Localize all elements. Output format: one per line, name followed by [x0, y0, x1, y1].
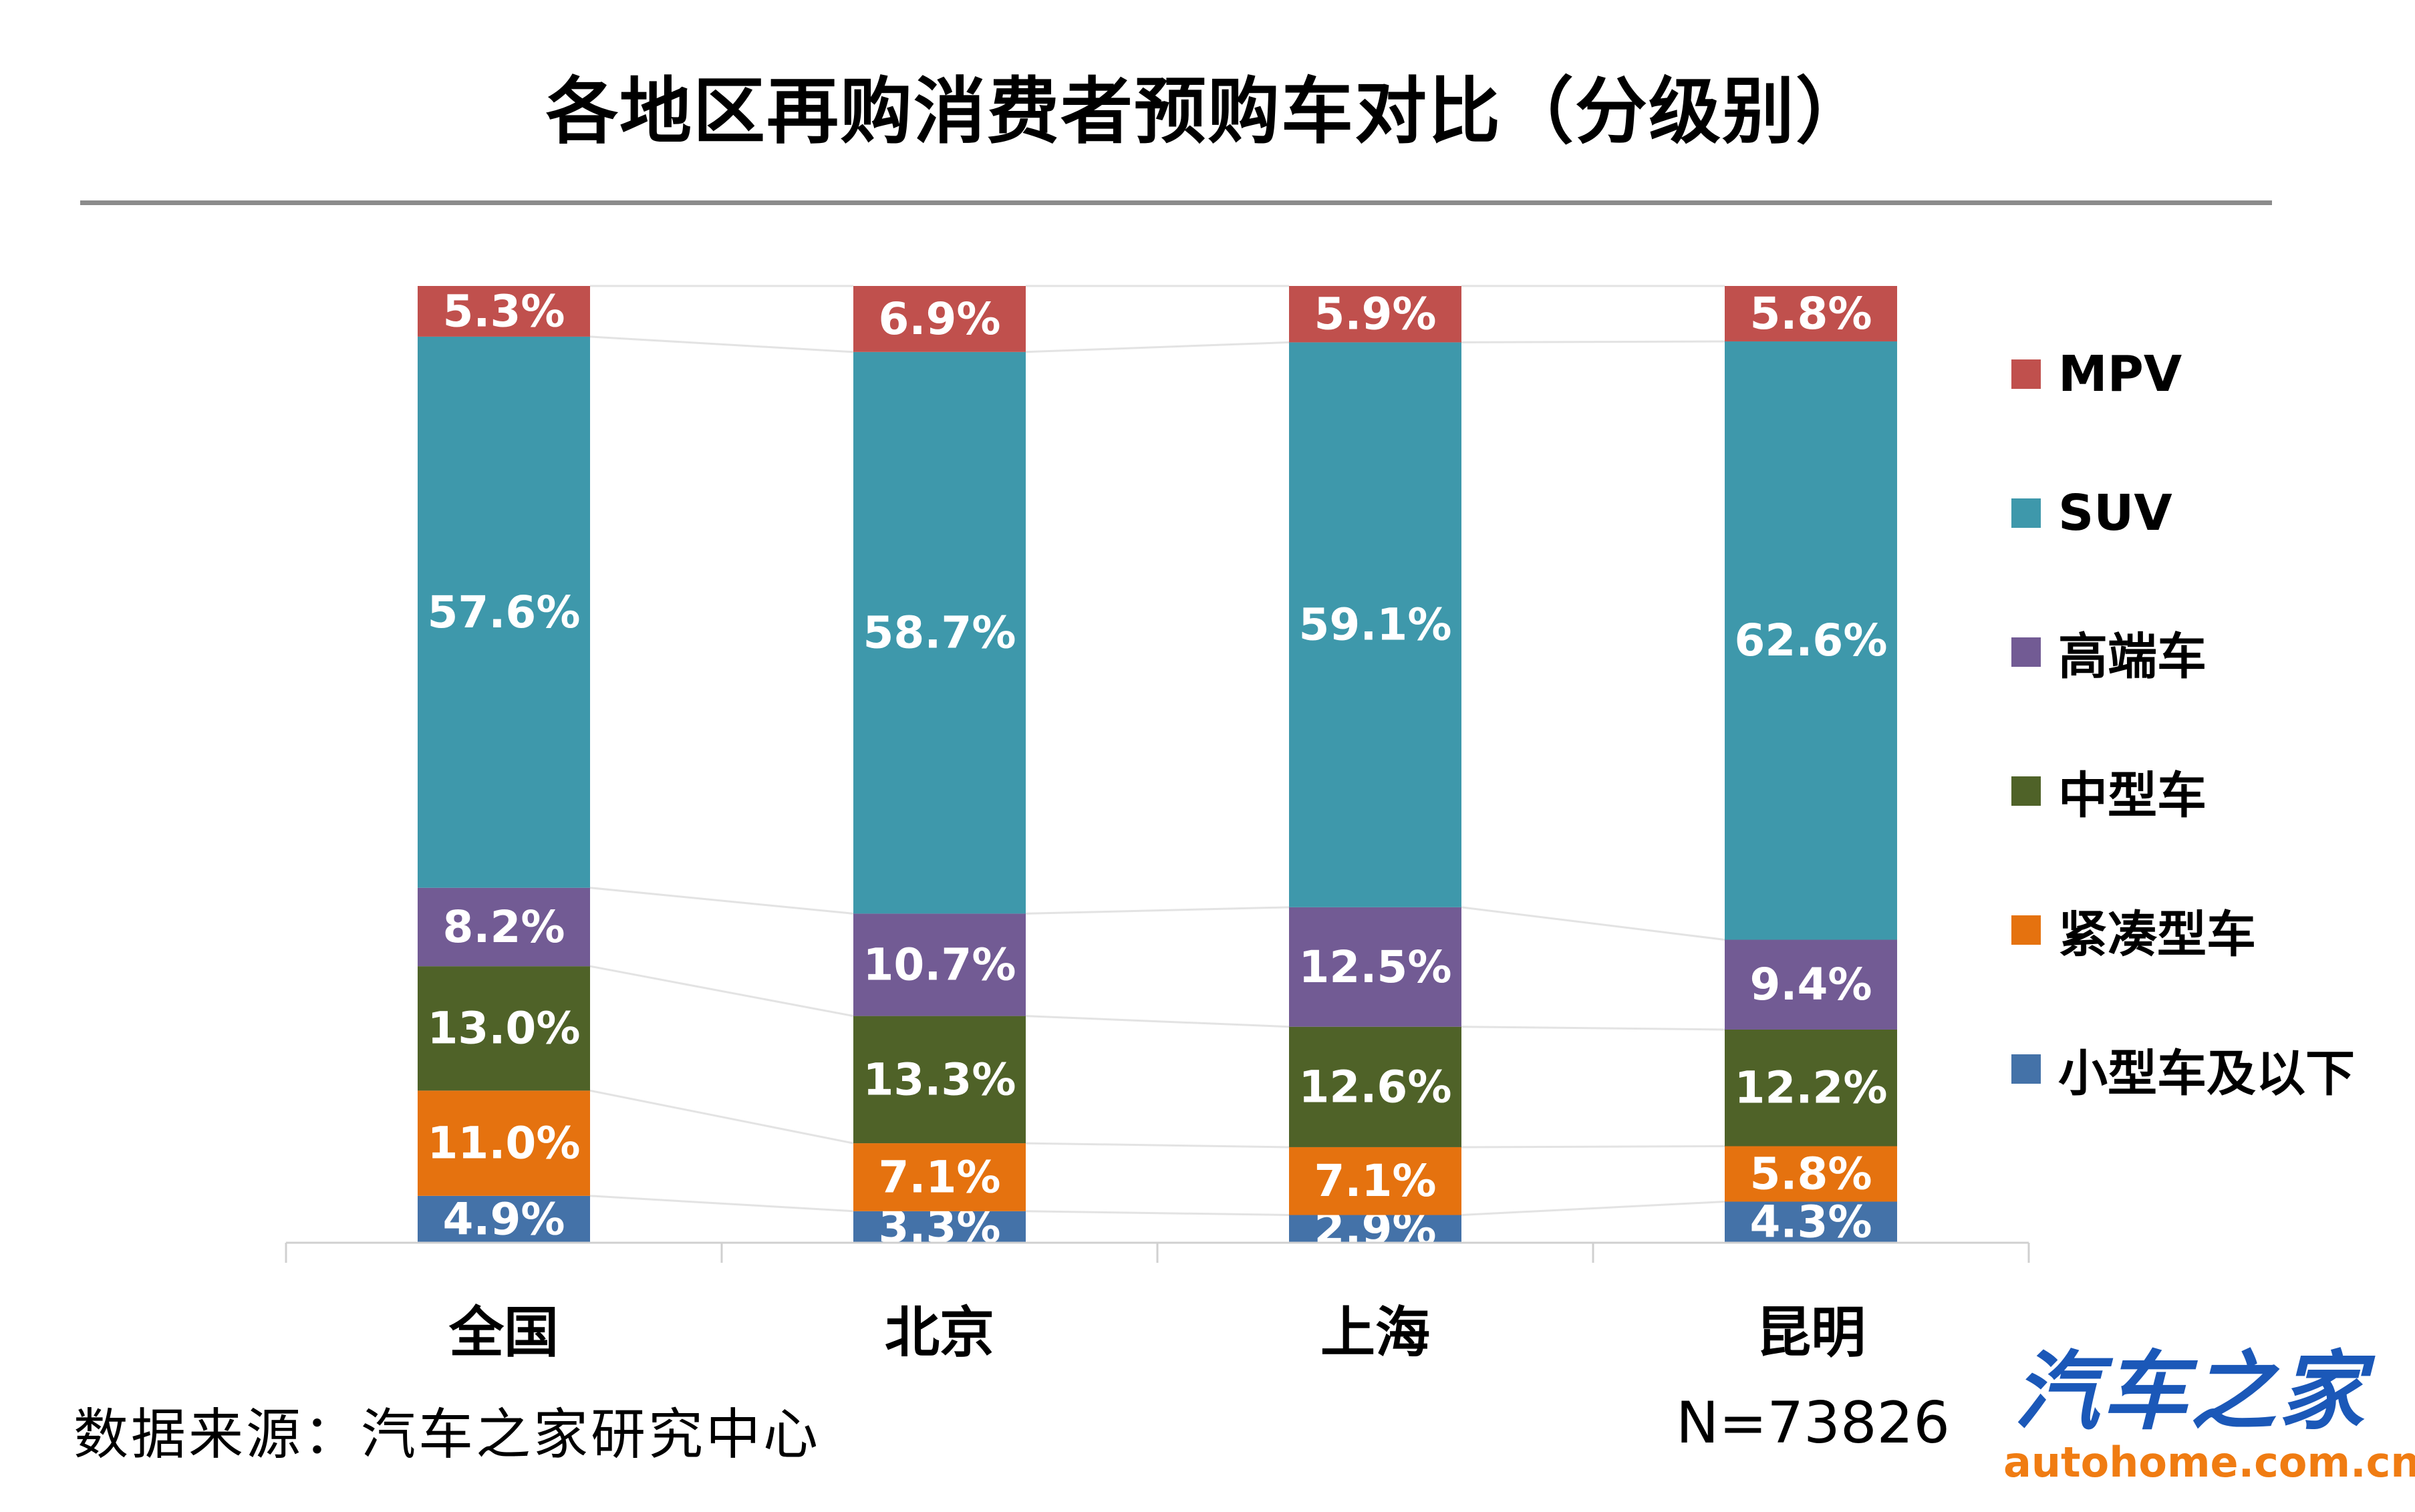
series-line-2-1: [589, 1089, 854, 1145]
bar-segment-6-3: [1289, 286, 1461, 343]
legend-swatch: [2011, 915, 2041, 945]
data-label: 5.8%: [1749, 288, 1872, 339]
legend-swatch: [2011, 1054, 2041, 1084]
legend-item: 高端车: [2011, 612, 2207, 692]
data-label: 11.0%: [428, 1118, 581, 1169]
bar-segment-3-3: [1289, 1026, 1461, 1147]
category-label: 北京: [885, 1302, 994, 1365]
bar-segment-1-1: [418, 1195, 590, 1243]
data-label: 13.3%: [863, 1054, 1016, 1105]
logo-url-text: autohome.com.cn: [2003, 1438, 2415, 1487]
data-label: 8.2%: [442, 901, 565, 953]
data-label: 12.2%: [1735, 1062, 1888, 1114]
bar-segment-1-4: [1725, 1201, 1897, 1243]
autohome-logo: 汽车之家 autohome.com.cn: [2003, 1342, 2415, 1487]
bar-segment-4-4: [1725, 939, 1897, 1030]
bar-segment-3-4: [1725, 1029, 1897, 1147]
data-label: 58.7%: [863, 607, 1016, 659]
category-label: 全国: [448, 1302, 559, 1365]
series-line-3-3: [1461, 1026, 1725, 1031]
data-label: 12.6%: [1299, 1061, 1452, 1112]
data-label: 4.9%: [442, 1193, 565, 1245]
data-label: 5.3%: [442, 285, 565, 337]
data-label: 59.1%: [1299, 599, 1452, 651]
series-line-4-3: [1461, 906, 1725, 941]
legend-item: 中型车: [2011, 751, 2207, 831]
legend-swatch: [2011, 498, 2041, 528]
series-line-3-1: [589, 965, 854, 1018]
data-label: 5.9%: [1314, 289, 1436, 340]
legend-label: 小型车及以下: [2058, 1044, 2355, 1102]
legend-item: 紧凑型车: [2011, 890, 2256, 970]
bar-segment-2-1: [418, 1090, 590, 1196]
bar-segment-5-1: [418, 336, 590, 888]
series-line-1-1: [589, 1195, 854, 1213]
series-line-1-2: [1025, 1210, 1290, 1217]
series-line-2-2: [1025, 1142, 1290, 1149]
data-label: 62.6%: [1735, 615, 1888, 666]
bar-segment-2-2: [853, 1143, 1026, 1211]
legend-label: 紧凑型车: [2058, 905, 2256, 963]
bar-segment-6-2: [853, 286, 1026, 352]
series-line-5-3: [1461, 340, 1725, 343]
bar-segment-4-1: [418, 887, 590, 967]
series-line-5-2: [1025, 341, 1290, 353]
bar-segment-6-4: [1725, 286, 1897, 341]
bar-segment-6-1: [418, 286, 590, 337]
legend-swatch: [2011, 637, 2041, 667]
bar-segment-5-4: [1725, 341, 1897, 940]
bar-segment-2-4: [1725, 1146, 1897, 1202]
series-line-4-2: [1025, 906, 1290, 915]
data-label: 7.1%: [1314, 1155, 1436, 1207]
bar-segment-5-3: [1289, 342, 1461, 907]
data-source: 数据来源：汽车之家研究中心: [74, 1403, 821, 1467]
legend-item: MPV: [2011, 334, 2182, 414]
chart-title: 各地区再购消费者预购车对比（分级别）: [545, 70, 1869, 154]
data-label: 10.7%: [863, 939, 1016, 991]
legend-swatch: [2011, 776, 2041, 806]
data-label: 13.0%: [428, 1003, 581, 1054]
legend-label: MPV: [2058, 345, 2182, 403]
series-line-3-2: [1025, 1015, 1290, 1028]
bar-segment-5-2: [853, 351, 1026, 914]
legend-item: 小型车及以下: [2011, 1029, 2355, 1109]
legend-label: SUV: [2058, 484, 2172, 542]
data-label: 5.8%: [1749, 1148, 1872, 1199]
data-label: 57.6%: [428, 587, 581, 638]
category-label: 昆明: [1756, 1302, 1866, 1365]
bar-segment-4-2: [853, 913, 1026, 1016]
legend-swatch: [2011, 359, 2041, 389]
series-line-4-1: [589, 887, 854, 915]
logo-main-text: 汽车之家: [2013, 1342, 2367, 1442]
bar-segment-1-3: [1289, 1215, 1461, 1243]
series-line-1-3: [1461, 1200, 1725, 1217]
category-label: 上海: [1320, 1302, 1430, 1365]
bar-segment-2-3: [1289, 1147, 1461, 1215]
data-label: 7.1%: [878, 1151, 1000, 1203]
title-divider: [80, 200, 2272, 205]
bar-segment-4-3: [1289, 907, 1461, 1027]
data-label: 4.3%: [1749, 1197, 1872, 1248]
legend-label: 中型车: [2058, 766, 2207, 824]
sample-size: N=73826: [1676, 1390, 1950, 1457]
data-label: 12.5%: [1299, 941, 1452, 993]
data-label: 6.9%: [878, 293, 1000, 345]
data-label: 9.4%: [1749, 959, 1872, 1010]
legend-label: 高端车: [2058, 627, 2207, 686]
legend-item: SUV: [2011, 473, 2172, 553]
bar-segment-3-2: [853, 1016, 1026, 1144]
bar-segment-3-1: [418, 966, 590, 1091]
bar-segment-1-2: [853, 1211, 1026, 1243]
series-line-5-1: [589, 335, 854, 353]
